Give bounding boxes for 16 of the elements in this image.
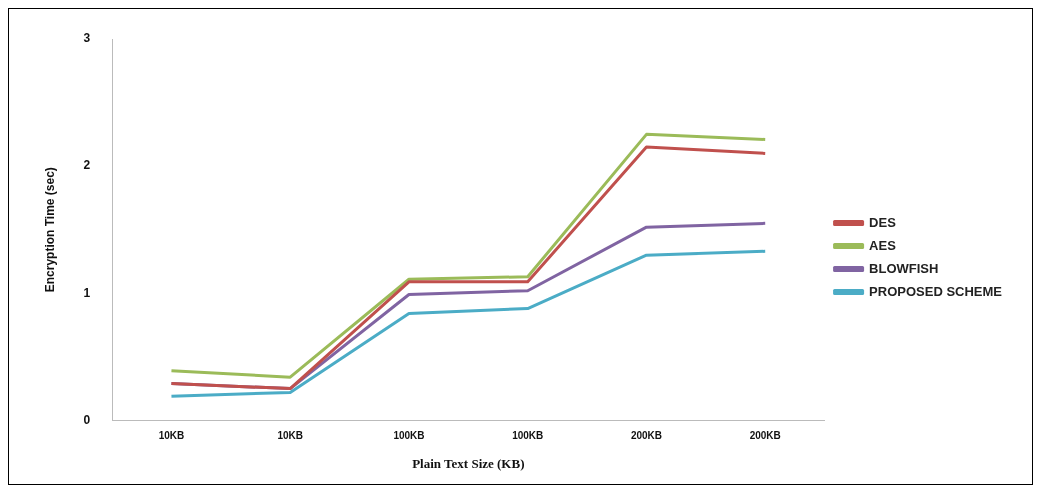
legend-label: AES [869,237,897,253]
y-axis-title: Encryption Time (sec) [42,167,57,293]
x-tick-label: 200KB [749,430,781,442]
x-axis-title: Plain Text Size (KB) [412,455,525,471]
y-tick-label: 3 [83,31,91,46]
x-tick-label: 10KB [277,430,303,442]
y-tick-label: 1 [83,285,91,300]
x-tick-label: 100KB [393,430,425,442]
y-tick-label: 2 [83,158,91,173]
x-tick-label: 200KB [630,430,663,442]
x-tick-label: 10KB [158,430,185,442]
legend-label: PROPOSED SCHEME [869,283,1003,299]
legend-label: BLOWFISH [869,260,939,276]
x-tick-label: 100KB [512,430,544,442]
y-tick-label: 0 [83,412,91,427]
legend-label: DES [869,214,897,230]
